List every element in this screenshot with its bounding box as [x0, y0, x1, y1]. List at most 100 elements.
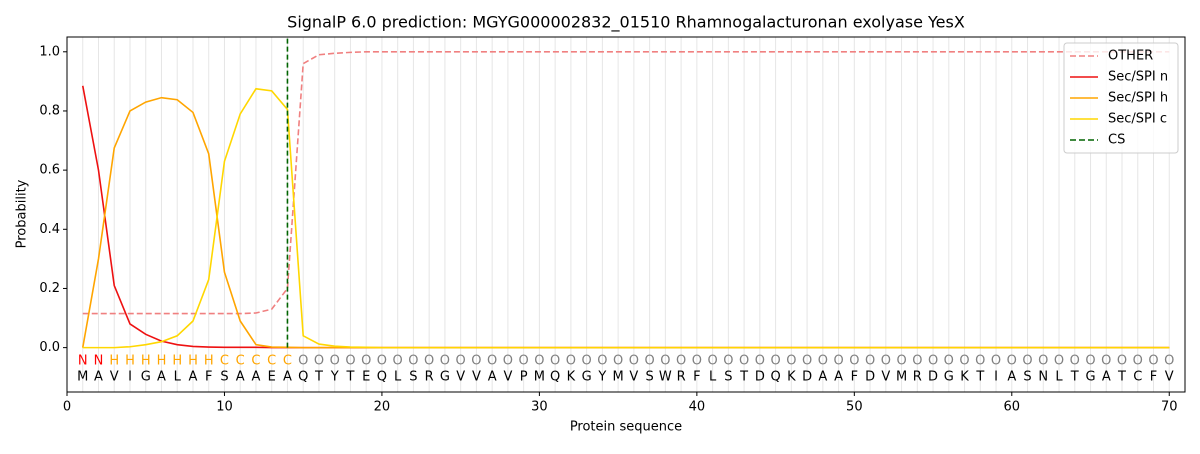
state-label: C [283, 354, 292, 369]
x-tick-label: 20 [374, 400, 391, 415]
legend-label: Sec/SPI h [1108, 91, 1168, 106]
residue-label: A [488, 370, 497, 385]
residue-label: T [1117, 370, 1126, 385]
y-tick-label: 1.0 [39, 44, 60, 59]
state-label: H [172, 354, 182, 369]
residue-label: K [787, 370, 796, 385]
state-label: O [928, 354, 938, 369]
residue-label: S [1023, 370, 1031, 385]
state-label: O [597, 354, 607, 369]
y-tick-label: 0.0 [39, 340, 60, 355]
state-label: O [440, 354, 450, 369]
residue-label: S [724, 370, 732, 385]
residue-label: T [1070, 370, 1079, 385]
state-label: O [818, 354, 828, 369]
state-label: O [1054, 354, 1064, 369]
series-line [82, 87, 1170, 349]
state-label: O [645, 354, 655, 369]
y-tick-label: 0.6 [39, 163, 60, 178]
state-label: O [991, 354, 1001, 369]
residue-label: M [77, 370, 88, 385]
state-label: H [141, 354, 151, 369]
state-label: O [676, 354, 686, 369]
state-label: H [125, 354, 135, 369]
state-label: O [487, 354, 497, 369]
state-label: O [393, 354, 403, 369]
state-label: O [1070, 354, 1080, 369]
state-label: N [78, 354, 88, 369]
x-tick-label: 0 [63, 400, 71, 415]
state-label: O [770, 354, 780, 369]
state-label: C [220, 354, 229, 369]
residue-label: Q [377, 370, 387, 385]
state-label: O [361, 354, 371, 369]
residue-label: D [755, 370, 765, 385]
x-tick-label: 10 [216, 400, 233, 415]
residue-label: D [865, 370, 875, 385]
state-label: O [896, 354, 906, 369]
state-label: O [881, 354, 891, 369]
residue-label: Q [770, 370, 780, 385]
residue-label: L [394, 370, 402, 385]
state-label: O [519, 354, 529, 369]
residue-label: V [472, 370, 481, 385]
residue-label: S [645, 370, 653, 385]
state-label: N [94, 354, 104, 369]
residue-label: I [994, 370, 998, 385]
residue-label: P [520, 370, 528, 385]
residue-label: T [739, 370, 748, 385]
state-label: O [912, 354, 922, 369]
x-tick-label: 70 [1161, 400, 1178, 415]
legend: OTHER Sec/SPI n Sec/SPI h Sec/SPI c CS [1063, 42, 1179, 154]
residue-label: R [425, 370, 434, 385]
residue-label: V [1165, 370, 1174, 385]
residue-label: G [944, 370, 954, 385]
residue-label: G [440, 370, 450, 385]
residue-label: A [252, 370, 261, 385]
residue-label: F [205, 370, 212, 385]
residue-label: V [629, 370, 638, 385]
x-tick-label: 40 [689, 400, 706, 415]
residue-label: T [314, 370, 323, 385]
residue-label: F [851, 370, 858, 385]
y-tick-label: 0.8 [39, 103, 60, 118]
residue-label: Q [298, 370, 308, 385]
residue-label: A [1102, 370, 1111, 385]
residue-label: A [236, 370, 245, 385]
state-label: O [550, 354, 560, 369]
legend-label: Sec/SPI c [1108, 112, 1167, 127]
state-label: O [833, 354, 843, 369]
plot-frame [66, 36, 1186, 393]
residue-label: L [174, 370, 182, 385]
residue-label: A [94, 370, 103, 385]
residue-label: V [881, 370, 890, 385]
x-tick-label: 60 [1004, 400, 1021, 415]
y-tick-label: 0.2 [39, 281, 60, 296]
y-axis-label: Probability [15, 179, 30, 248]
series-line [81, 96, 1170, 349]
state-label: O [314, 354, 324, 369]
residue-label: M [896, 370, 907, 385]
state-label: O [503, 354, 513, 369]
state-label: O [1085, 354, 1095, 369]
residue-label: F [693, 370, 700, 385]
x-tick-label: 30 [531, 400, 548, 415]
series-line [81, 85, 1170, 349]
residue-label: R [677, 370, 686, 385]
state-label: O [582, 354, 592, 369]
residue-label: A [189, 370, 198, 385]
state-label: H [204, 354, 214, 369]
residue-label: M [534, 370, 545, 385]
state-label: O [944, 354, 954, 369]
state-label: O [424, 354, 434, 369]
residue-label: Y [597, 370, 606, 385]
residue-label: W [659, 370, 672, 385]
series-line [82, 50, 1170, 315]
residue-label: Y [330, 370, 339, 385]
state-label: O [534, 354, 544, 369]
state-label: O [865, 354, 875, 369]
state-label: O [660, 354, 670, 369]
state-label: O [692, 354, 702, 369]
residue-label: C [1133, 370, 1142, 385]
